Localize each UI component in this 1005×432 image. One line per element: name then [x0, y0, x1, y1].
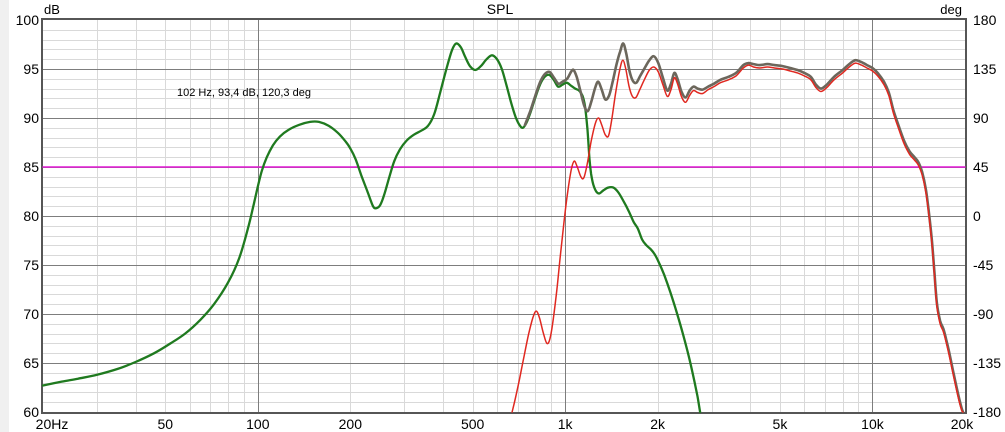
y-tick-label-left: 75: [23, 257, 39, 273]
y-tick-label-left: 85: [23, 159, 39, 175]
y-tick-label-left: 90: [23, 110, 39, 126]
y-tick-label-right: -135: [973, 355, 1002, 371]
window-edge: [0, 0, 9, 432]
y-tick-label-right: 135: [973, 61, 997, 77]
x-tick-label: 5k: [772, 416, 788, 432]
curve-tweeter-spl: [511, 59, 964, 413]
y-tick-label-left: 100: [15, 12, 39, 28]
x-tick-label: 500: [460, 416, 485, 432]
x-tick-label: 2k: [650, 416, 666, 432]
left-axis-unit: dB: [44, 2, 60, 17]
y-tick-label-right: -180: [973, 404, 1002, 420]
y-tick-label-left: 70: [23, 306, 39, 322]
y-tick-label-right: 45: [973, 159, 989, 175]
right-axis-unit: deg: [940, 2, 962, 17]
x-tick-label: 10k: [861, 416, 884, 432]
y-tick-label-right: 90: [973, 110, 989, 126]
x-tick-label: 50: [157, 416, 174, 432]
x-tick-label: 20k: [950, 416, 974, 432]
curve-summed-spl: [523, 42, 965, 414]
curve-woofer-spl: [41, 42, 702, 414]
y-tick-label-left: 95: [23, 61, 39, 77]
y-tick-label-right: 180: [973, 12, 997, 28]
x-tick-label: 100: [246, 416, 270, 432]
y-tick-label-right: -45: [973, 257, 994, 273]
y-tick-label-right: -90: [973, 306, 994, 322]
y-tick-label-left: 65: [23, 355, 39, 371]
y-tick-label-left: 60: [23, 404, 39, 420]
y-tick-label-right: 0: [973, 208, 981, 224]
x-tick-label: 1k: [557, 416, 573, 432]
y-tick-label-left: 80: [23, 208, 39, 224]
cursor-readout: 102 Hz, 93,4 dB, 120,3 deg: [177, 87, 311, 99]
x-tick-label: 200: [338, 416, 362, 432]
x-tick-label: 20Hz: [35, 416, 69, 432]
chart-title: SPL: [486, 1, 514, 17]
